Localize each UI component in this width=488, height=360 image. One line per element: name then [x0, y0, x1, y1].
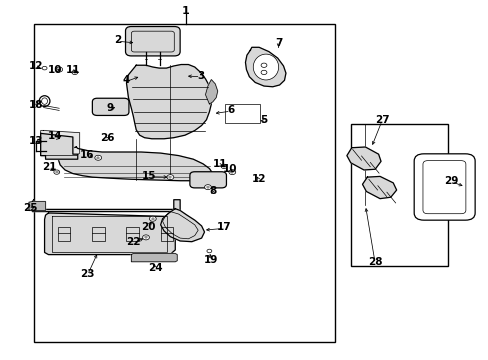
Ellipse shape	[56, 67, 62, 72]
Ellipse shape	[253, 54, 278, 80]
Bar	[350, 125, 447, 266]
Text: 10: 10	[48, 64, 62, 75]
Text: 29: 29	[444, 176, 458, 186]
Bar	[92, 226, 104, 241]
Polygon shape	[41, 134, 78, 159]
Text: 17: 17	[216, 222, 231, 232]
Polygon shape	[245, 47, 285, 87]
Polygon shape	[160, 209, 204, 242]
Bar	[224, 104, 260, 123]
Polygon shape	[205, 80, 217, 104]
Ellipse shape	[228, 170, 235, 175]
Polygon shape	[58, 147, 212, 181]
Text: 28: 28	[367, 257, 382, 267]
Text: 16: 16	[80, 150, 95, 160]
Polygon shape	[131, 253, 177, 262]
Ellipse shape	[204, 185, 211, 190]
Polygon shape	[32, 200, 180, 212]
Text: 27: 27	[374, 115, 388, 125]
Text: 11: 11	[212, 159, 227, 169]
Ellipse shape	[206, 249, 211, 253]
Text: 25: 25	[22, 203, 37, 213]
Text: 9: 9	[106, 103, 114, 113]
Polygon shape	[29, 202, 45, 211]
FancyBboxPatch shape	[189, 172, 226, 188]
Bar	[126, 226, 139, 241]
Polygon shape	[362, 176, 396, 199]
Text: 22: 22	[126, 237, 140, 247]
Ellipse shape	[72, 70, 78, 75]
Text: 23: 23	[80, 269, 95, 279]
Ellipse shape	[42, 66, 47, 70]
Text: 14: 14	[48, 131, 62, 141]
Text: 15: 15	[142, 171, 156, 181]
FancyBboxPatch shape	[92, 98, 129, 116]
Ellipse shape	[221, 164, 226, 168]
Ellipse shape	[142, 235, 149, 240]
Text: 5: 5	[260, 115, 267, 125]
Polygon shape	[126, 64, 211, 139]
FancyBboxPatch shape	[413, 154, 474, 220]
Text: 2: 2	[114, 35, 121, 45]
Text: 1: 1	[182, 6, 189, 17]
Bar	[34, 24, 334, 342]
Text: 11: 11	[65, 64, 80, 75]
Text: 4: 4	[122, 75, 130, 85]
Text: 7: 7	[274, 38, 282, 48]
Text: 13: 13	[28, 136, 43, 145]
FancyBboxPatch shape	[125, 27, 180, 56]
Ellipse shape	[166, 175, 173, 180]
Text: 12: 12	[251, 174, 266, 184]
Text: 8: 8	[209, 186, 216, 197]
Bar	[58, 226, 70, 241]
Text: 6: 6	[227, 105, 234, 115]
Ellipse shape	[54, 170, 60, 174]
Text: 20: 20	[141, 222, 155, 231]
Polygon shape	[346, 147, 380, 170]
Text: 24: 24	[148, 263, 163, 273]
Polygon shape	[41, 131, 80, 156]
Ellipse shape	[149, 216, 156, 221]
Text: 12: 12	[28, 61, 43, 71]
Bar	[160, 226, 172, 241]
Text: 3: 3	[197, 71, 204, 81]
Text: 26: 26	[100, 133, 114, 143]
Ellipse shape	[95, 155, 102, 160]
Text: 10: 10	[222, 164, 237, 174]
Text: 19: 19	[203, 255, 218, 265]
Text: 21: 21	[42, 162, 57, 172]
Text: 18: 18	[28, 100, 43, 110]
Polygon shape	[44, 213, 175, 255]
